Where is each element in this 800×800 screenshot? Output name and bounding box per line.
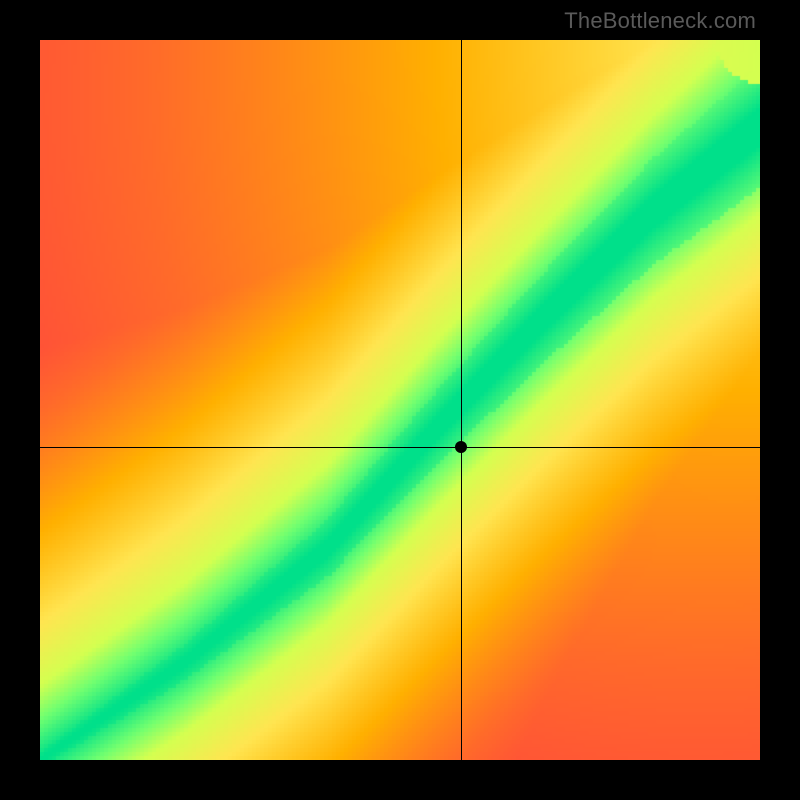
watermark-text: TheBottleneck.com — [564, 8, 756, 34]
heatmap-canvas — [40, 40, 760, 760]
marker-dot — [455, 441, 467, 453]
chart-container: TheBottleneck.com — [0, 0, 800, 800]
crosshair-horizontal — [40, 447, 760, 448]
plot-area — [40, 40, 760, 760]
crosshair-vertical — [461, 40, 462, 760]
